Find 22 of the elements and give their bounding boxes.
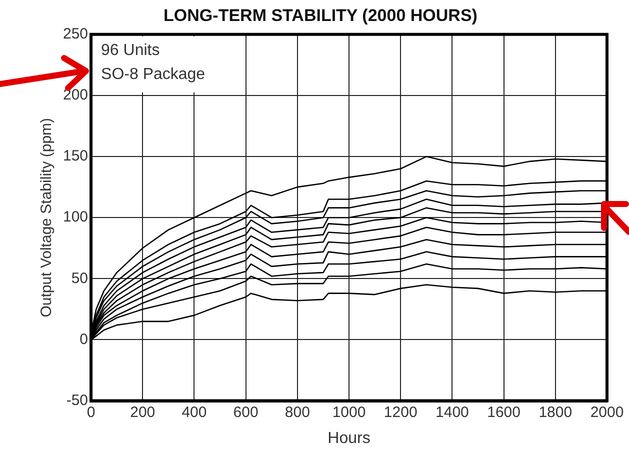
x-tick-label: 1200 — [384, 404, 418, 421]
annotation: SO-8 Package — [101, 66, 206, 83]
y-tick-label: 150 — [62, 148, 88, 165]
x-axis-title: Hours — [328, 430, 370, 447]
annotation: 96 Units — [101, 42, 160, 59]
x-tick-label: 1800 — [538, 404, 572, 421]
y-tick-label: 0 — [80, 330, 88, 348]
x-tick-label: 1000 — [332, 404, 366, 421]
x-tick-label: 1600 — [487, 404, 520, 421]
x-tick-label: 1400 — [436, 404, 469, 421]
y-tick-label: 250 — [62, 26, 88, 43]
x-tick-label: 2000 — [590, 404, 624, 421]
y-tick-label: -50 — [66, 392, 88, 409]
x-tick-label: 800 — [284, 404, 310, 421]
x-tick-label: 600 — [233, 404, 258, 421]
y-tick-label: 200 — [62, 86, 88, 104]
y-tick-label: 100 — [62, 208, 88, 226]
chart-title: LONG-TERM STABILITY (2000 HOURS) — [164, 6, 478, 25]
y-tick-label: 50 — [71, 270, 88, 287]
x-tick-label: 200 — [130, 404, 156, 421]
x-tick-label: 400 — [182, 404, 207, 421]
y-axis-title: Output Voltage Stability (ppm) — [38, 118, 56, 318]
